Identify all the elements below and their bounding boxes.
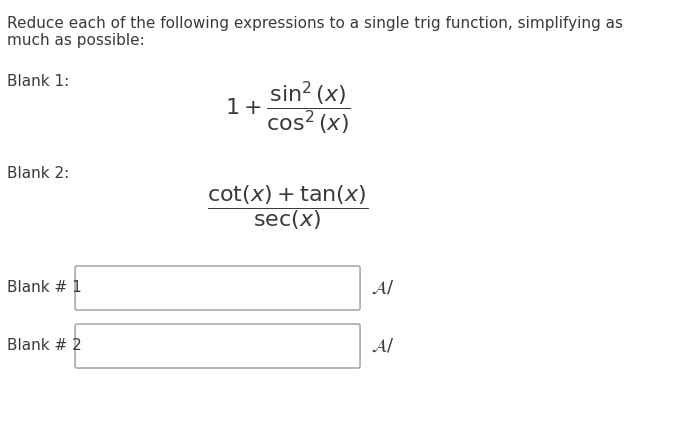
Text: Reduce each of the following expressions to a single trig function, simplifying : Reduce each of the following expressions… — [7, 16, 623, 49]
Text: Blank # 1: Blank # 1 — [7, 280, 82, 296]
Text: $1 + \dfrac{\sin^{2}(x)}{\cos^{2}(x)}$: $1 + \dfrac{\sin^{2}(x)}{\cos^{2}(x)}$ — [225, 79, 350, 137]
FancyBboxPatch shape — [75, 324, 360, 368]
Text: $\mathcal{A}/$: $\mathcal{A}/$ — [371, 337, 395, 355]
Text: Blank 2:: Blank 2: — [7, 166, 69, 181]
Text: Blank 1:: Blank 1: — [7, 74, 69, 89]
FancyBboxPatch shape — [75, 266, 360, 310]
Text: $\mathcal{A}/$: $\mathcal{A}/$ — [371, 279, 395, 297]
Text: Blank # 2: Blank # 2 — [7, 339, 82, 354]
Text: $\dfrac{\cot(x) + \tan(x)}{\sec(x)}$: $\dfrac{\cot(x) + \tan(x)}{\sec(x)}$ — [207, 184, 369, 233]
